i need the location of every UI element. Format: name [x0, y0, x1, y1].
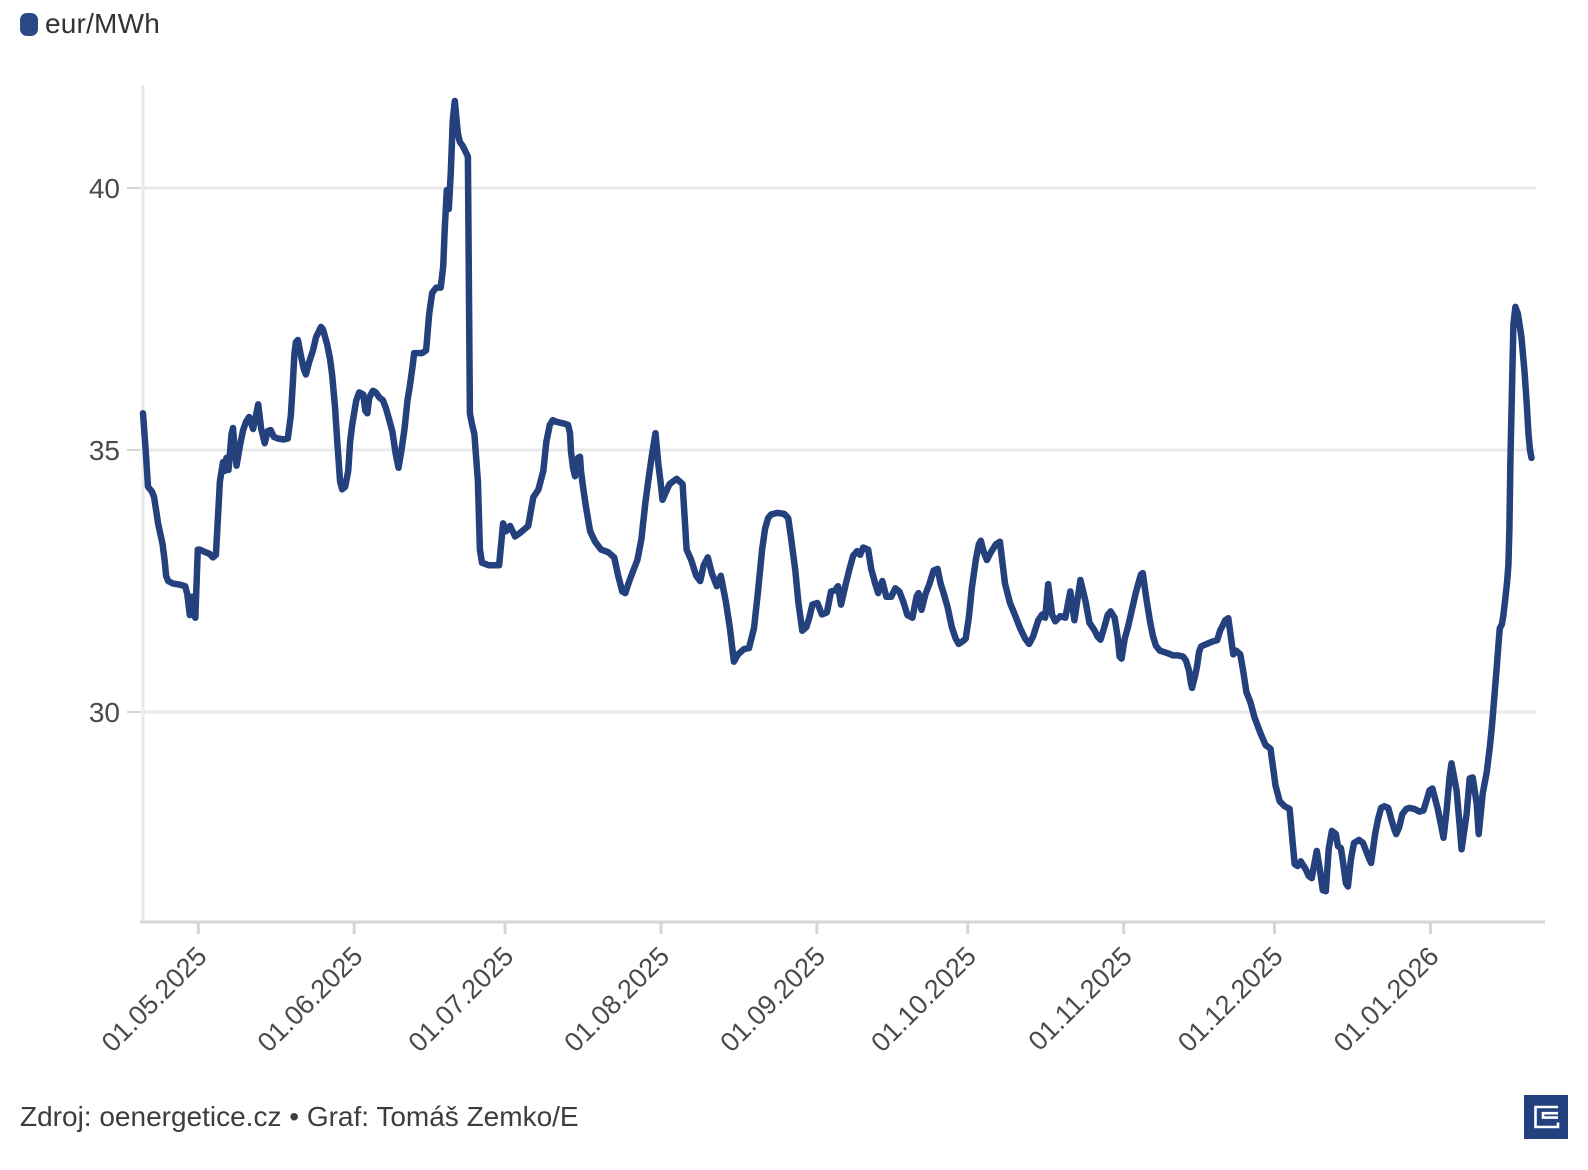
x-axis-label: 01.12.2025: [1172, 941, 1289, 1058]
x-axis-label: 01.10.2025: [865, 941, 982, 1058]
x-axis-label: 01.08.2025: [558, 941, 675, 1058]
x-axis-label: 01.05.2025: [96, 941, 213, 1058]
price-series-line: [139, 97, 1535, 895]
x-axis-label: 01.09.2025: [714, 941, 831, 1058]
logo-e-outline: [1534, 1105, 1560, 1129]
y-axis-label: 30: [89, 697, 120, 728]
legend-swatch-icon: [20, 12, 38, 36]
source-credit-text: Zdroj: oenergetice.cz • Graf: Tomáš Zemk…: [20, 1101, 579, 1132]
x-axis-label: 01.07.2025: [403, 941, 520, 1058]
x-axis-label: 01.06.2025: [252, 941, 369, 1058]
y-axis-label: 40: [89, 173, 120, 204]
price-line-chart: 40 35 30 01.05.2025 01.06.2025 01.07.2025 01.0…: [89, 85, 1545, 1058]
logo-e-middle-bar: [1541, 1111, 1558, 1119]
cez-logo-icon: [1524, 1095, 1568, 1139]
x-axis-label: 01.01.2026: [1328, 941, 1445, 1058]
chart-footer: Zdroj: oenergetice.cz • Graf: Tomáš Zemk…: [20, 1095, 1568, 1139]
chart-legend: eur/MWh: [20, 8, 160, 40]
y-axis-label: 35: [89, 435, 120, 466]
legend-label: eur/MWh: [45, 8, 160, 39]
x-axis-label: 01.11.2025: [1023, 941, 1138, 1056]
